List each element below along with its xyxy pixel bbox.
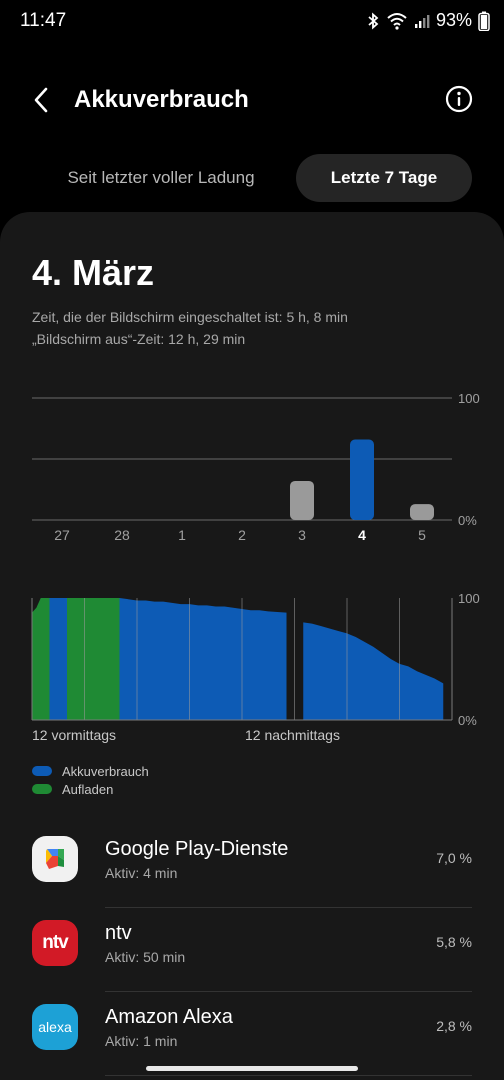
app-usage-list: Google Play-Dienste Aktiv: 4 min 7,0 % n… [0, 824, 504, 1076]
wifi-icon [386, 12, 408, 30]
legend-label-usage: Akkuverbrauch [62, 763, 149, 779]
usage-area-segment [303, 622, 444, 720]
status-time: 11:47 [20, 10, 67, 31]
day-title: 4. März [32, 252, 155, 293]
legend-item-charging: Aufladen [32, 780, 149, 798]
x-tick-label-27: 27 [54, 527, 70, 540]
info-icon [445, 85, 473, 113]
battery-icon [478, 11, 490, 31]
divider [105, 907, 472, 908]
y-tick-label: 0% [458, 713, 477, 728]
y-tick-label: 0% [458, 513, 477, 528]
app-usage-percent: 5,8 % [436, 934, 472, 950]
app-active-time: Aktiv: 1 min [105, 1033, 178, 1049]
amazon-alexa-icon: alexa [32, 1004, 78, 1050]
app-bar: Akkuverbrauch [0, 72, 504, 128]
x-tick-label-2: 2 [238, 527, 246, 540]
y-tick-label: 100 [458, 391, 480, 406]
charging-area [67, 598, 120, 720]
list-item-amazon-alexa[interactable]: alexa Amazon Alexa Aktiv: 1 min 2,8 % [0, 992, 504, 1076]
google-play-services-icon [32, 836, 78, 882]
y-tick-label: 100 [458, 591, 480, 606]
app-usage-percent: 2,8 % [436, 1018, 472, 1034]
back-button[interactable] [26, 82, 56, 118]
charging-area-start [32, 598, 50, 720]
usage-card: 4. März Zeit, die der Bildschirm eingesc… [0, 212, 504, 1080]
x-tick-label: 12 vormittags [32, 727, 116, 743]
list-item-ntv[interactable]: ntv ntv Aktiv: 50 min 5,8 % [0, 908, 504, 992]
legend-label-charging: Aufladen [62, 781, 114, 797]
tab-since-full-charge[interactable]: Seit letzter voller Ladung [67, 168, 255, 187]
back-arrow-icon [34, 87, 48, 113]
x-tick-label-28: 28 [114, 527, 130, 540]
bluetooth-icon [366, 12, 380, 30]
divider [105, 991, 472, 992]
bar-4 [350, 439, 374, 520]
signal-icon [414, 13, 430, 29]
bar-5 [410, 504, 434, 520]
screen-on-time: Zeit, die der Bildschirm eingeschaltet i… [32, 309, 348, 325]
period-tabs: Seit letzter voller Ladung Letzte 7 Tage [0, 154, 504, 202]
page-title: Akkuverbrauch [74, 86, 249, 113]
list-item-google-play-services[interactable]: Google Play-Dienste Aktiv: 4 min 7,0 % [0, 824, 504, 908]
app-active-time: Aktiv: 4 min [105, 865, 178, 881]
app-usage-percent: 7,0 % [436, 850, 472, 866]
status-icons: 93% [366, 10, 490, 31]
divider [105, 1075, 472, 1076]
battery-percent: 93% [435, 10, 472, 30]
legend-swatch-charging [32, 784, 52, 794]
home-indicator[interactable] [146, 1066, 358, 1071]
weekly-usage-chart[interactable]: 100 0% 27 28 1 2 3 4 5 [0, 380, 504, 540]
x-tick-label-5: 5 [418, 527, 426, 540]
info-button[interactable] [444, 84, 474, 114]
chart-legend: Akkuverbrauch Aufladen [32, 762, 149, 798]
app-active-time: Aktiv: 50 min [105, 949, 186, 965]
x-tick-label-3: 3 [298, 527, 306, 540]
app-name: Amazon Alexa [105, 1006, 233, 1028]
ntv-icon: ntv [32, 920, 78, 966]
daily-battery-chart: 100 0% 12 vormittags 12 nachmittags [31, 591, 480, 743]
status-bar: 11:47 93% [0, 0, 504, 44]
legend-item-usage: Akkuverbrauch [32, 762, 149, 780]
screen-off-time: „Bildschirm aus“-Zeit: 12 h, 29 min [32, 331, 246, 347]
x-tick-label-1: 1 [178, 527, 186, 540]
app-name: Google Play-Dienste [105, 838, 289, 860]
bar-3 [290, 480, 314, 520]
tab-last-7-days[interactable]: Letzte 7 Tage [296, 154, 472, 202]
legend-swatch-usage [32, 766, 52, 776]
app-name: ntv [105, 922, 132, 944]
x-tick-label-4: 4 [358, 527, 366, 540]
x-tick-label: 12 nachmittags [245, 727, 340, 743]
